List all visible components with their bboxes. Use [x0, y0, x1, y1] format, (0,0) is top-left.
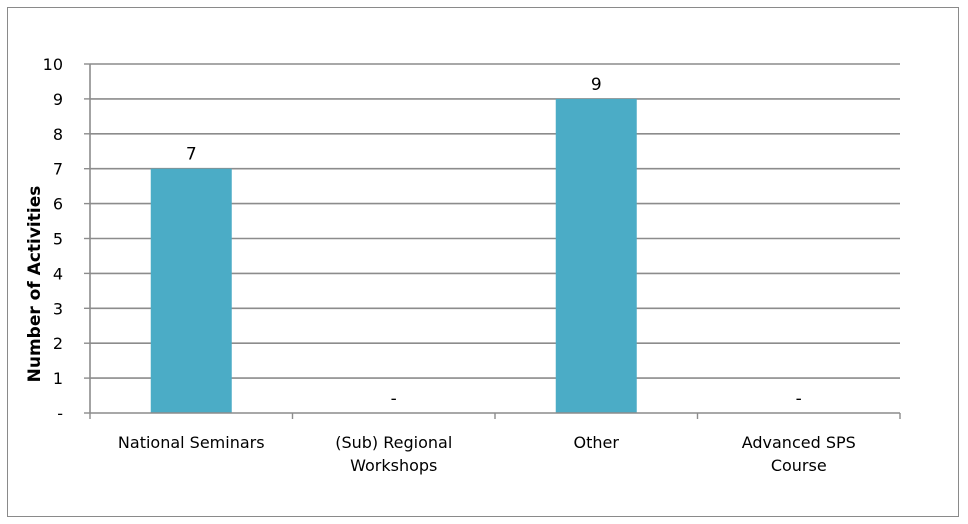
- y-tick-label: 8: [53, 125, 63, 144]
- bar: [150, 168, 232, 413]
- y-tick-label: 3: [53, 299, 63, 318]
- y-tick-label: 5: [53, 230, 63, 249]
- data-label: -: [796, 389, 802, 409]
- x-category-label: Advanced SPS Course: [742, 433, 856, 475]
- y-tick-label: 9: [53, 90, 63, 109]
- x-category-label: Other: [574, 433, 620, 452]
- x-category-label: (Sub) Regional Workshops: [335, 433, 452, 475]
- data-label: -: [391, 389, 397, 409]
- x-category-label-line: Workshops: [350, 456, 437, 475]
- data-label: 9: [591, 75, 602, 95]
- x-category-label-line: National Seminars: [118, 433, 265, 452]
- y-tick-label: 7: [53, 160, 63, 179]
- labels: - 1 2 3 4 5 6 7 8 9 10 7 National Seminars - (Sub) Reg…: [43, 55, 856, 475]
- bar: [555, 98, 637, 414]
- y-tick-label: 1: [53, 369, 63, 388]
- axes: [84, 63, 901, 419]
- x-category-label-line: Other: [574, 433, 620, 452]
- x-category-label-line: Course: [771, 456, 827, 475]
- x-category-label-line: Advanced SPS: [742, 433, 856, 452]
- y-tick-label: 10: [43, 55, 63, 74]
- y-tick-label: 6: [53, 195, 63, 214]
- y-tick-label: 4: [53, 264, 63, 283]
- y-axis-label: Number of Activities: [25, 186, 45, 383]
- x-category-label: National Seminars: [118, 433, 265, 452]
- data-label: 7: [186, 145, 197, 165]
- bars: [150, 98, 637, 414]
- y-tick-label: 2: [53, 334, 63, 353]
- x-category-label-line: (Sub) Regional: [335, 433, 452, 452]
- y-tick-label: -: [57, 404, 63, 423]
